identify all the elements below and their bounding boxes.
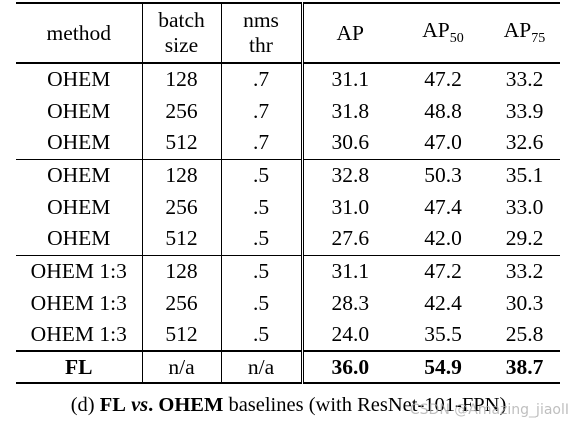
cell-nms-thr: .5 [221, 254, 304, 287]
cell-ap50: 54.9 [397, 350, 489, 384]
cell-ap: 30.6 [331, 130, 370, 155]
header-method: method [16, 2, 143, 64]
cell-batch-size: 256 [142, 95, 222, 127]
cell-ap50: 48.8 [424, 98, 462, 123]
cell-method: OHEM [16, 158, 143, 191]
cell-nms-thr: .7 [221, 127, 304, 159]
table-row: OHEM 256 .7 31.8 48.8 33.9 [16, 95, 560, 127]
header-ap: AP [302, 2, 397, 64]
cell-ap75: 35.1 [489, 158, 560, 191]
table-row: OHEM 1:3 512 .5 24.0 35.5 25.8 [16, 319, 560, 351]
cell-batch-size: 512 [142, 223, 222, 255]
cell-ap50: 47.2 [397, 254, 489, 287]
cell-ap50: 47.2 [424, 67, 462, 92]
cell-method: OHEM [16, 63, 143, 95]
cell-batch-size: 128 [142, 254, 222, 287]
cell-batch-size: n/a [142, 350, 222, 384]
table-row-fl: FL n/a n/a 36.0 54.9 38.7 [16, 350, 560, 384]
cell-ap: 28.3 [331, 290, 370, 315]
cell-nms-thr: .5 [221, 287, 304, 319]
cell-batch-size: 256 [142, 191, 222, 223]
cell-ap75: 38.7 [489, 350, 560, 384]
watermark: CSDN @Amazing_jiaolI [409, 402, 569, 418]
cell-ap75: 29.2 [505, 226, 544, 251]
header-batch-size: batch size [142, 2, 222, 64]
cell-method: OHEM [16, 191, 143, 223]
table-row: OHEM 512 .5 27.6 42.0 29.2 [16, 223, 560, 255]
cell-ap50: 35.5 [424, 322, 462, 347]
table-row: OHEM 1:3 128 .5 31.1 47.2 33.2 [16, 254, 560, 287]
cell-ap50: 42.0 [424, 226, 462, 251]
cell-method: OHEM [16, 223, 143, 255]
results-table-container: method batch size nms thr AP AP50 AP75 OHE… [16, 2, 560, 384]
cell-method: OHEM 1:3 [16, 319, 143, 351]
cell-nms-thr: .7 [221, 95, 304, 127]
header-ap75: AP75 [489, 2, 560, 64]
header-nms-thr: nms thr [221, 2, 304, 64]
cell-method: OHEM 1:3 [16, 254, 143, 287]
cell-batch-size: 128 [142, 63, 222, 95]
cell-method: FL [16, 350, 143, 384]
cell-nms-thr: .5 [221, 158, 304, 191]
cell-ap75: 33.2 [505, 67, 544, 92]
cell-ap: 31.0 [331, 194, 370, 219]
cell-method: OHEM 1:3 [16, 287, 143, 319]
cell-ap: 31.1 [302, 254, 397, 287]
cell-ap: 31.1 [331, 67, 370, 92]
cell-batch-size: 512 [142, 319, 222, 351]
cell-ap75: 33.9 [505, 98, 544, 123]
cell-nms-thr: .5 [221, 319, 304, 351]
cell-ap75: 30.3 [505, 290, 544, 315]
cell-method: OHEM [16, 127, 143, 159]
cell-ap50: 50.3 [397, 158, 489, 191]
cell-method: OHEM [16, 95, 143, 127]
table-row: OHEM 128 .5 32.8 50.3 35.1 [16, 158, 560, 191]
cell-ap: 32.8 [302, 158, 397, 191]
cell-ap: 24.0 [331, 322, 370, 347]
cell-batch-size: 512 [142, 127, 222, 159]
table-row: OHEM 1:3 256 .5 28.3 42.4 30.3 [16, 287, 560, 319]
table-row: OHEM 256 .5 31.0 47.4 33.0 [16, 191, 560, 223]
cell-ap50: 42.4 [424, 290, 462, 315]
table-caption: (d) FL vs. OHEM baselines (with ResNet-1… [70, 394, 507, 416]
header-ap50: AP50 [397, 2, 489, 64]
cell-batch-size: 256 [142, 287, 222, 319]
cell-ap75: 32.6 [505, 130, 544, 155]
cell-nms-thr: n/a [221, 350, 304, 384]
cell-ap75: 25.8 [505, 322, 544, 347]
table-row: OHEM 512 .7 30.6 47.0 32.6 [16, 127, 560, 159]
cell-ap75: 33.2 [489, 254, 560, 287]
cell-nms-thr: .5 [221, 191, 304, 223]
results-table: method batch size nms thr AP AP50 AP75 OHE… [16, 2, 560, 384]
cell-ap75: 33.0 [505, 194, 544, 219]
cell-ap: 36.0 [302, 350, 397, 384]
cell-batch-size: 128 [142, 158, 222, 191]
cell-nms-thr: .7 [221, 63, 304, 95]
table-row: OHEM 128 .7 31.1 47.2 33.2 [16, 63, 560, 95]
cell-ap: 31.8 [331, 98, 370, 123]
cell-nms-thr: .5 [221, 223, 304, 255]
cell-ap50: 47.0 [424, 130, 462, 155]
cell-ap50: 47.4 [424, 194, 462, 219]
cell-ap: 27.6 [331, 226, 370, 251]
header-row: method batch size nms thr AP AP50 AP75 [16, 2, 560, 64]
